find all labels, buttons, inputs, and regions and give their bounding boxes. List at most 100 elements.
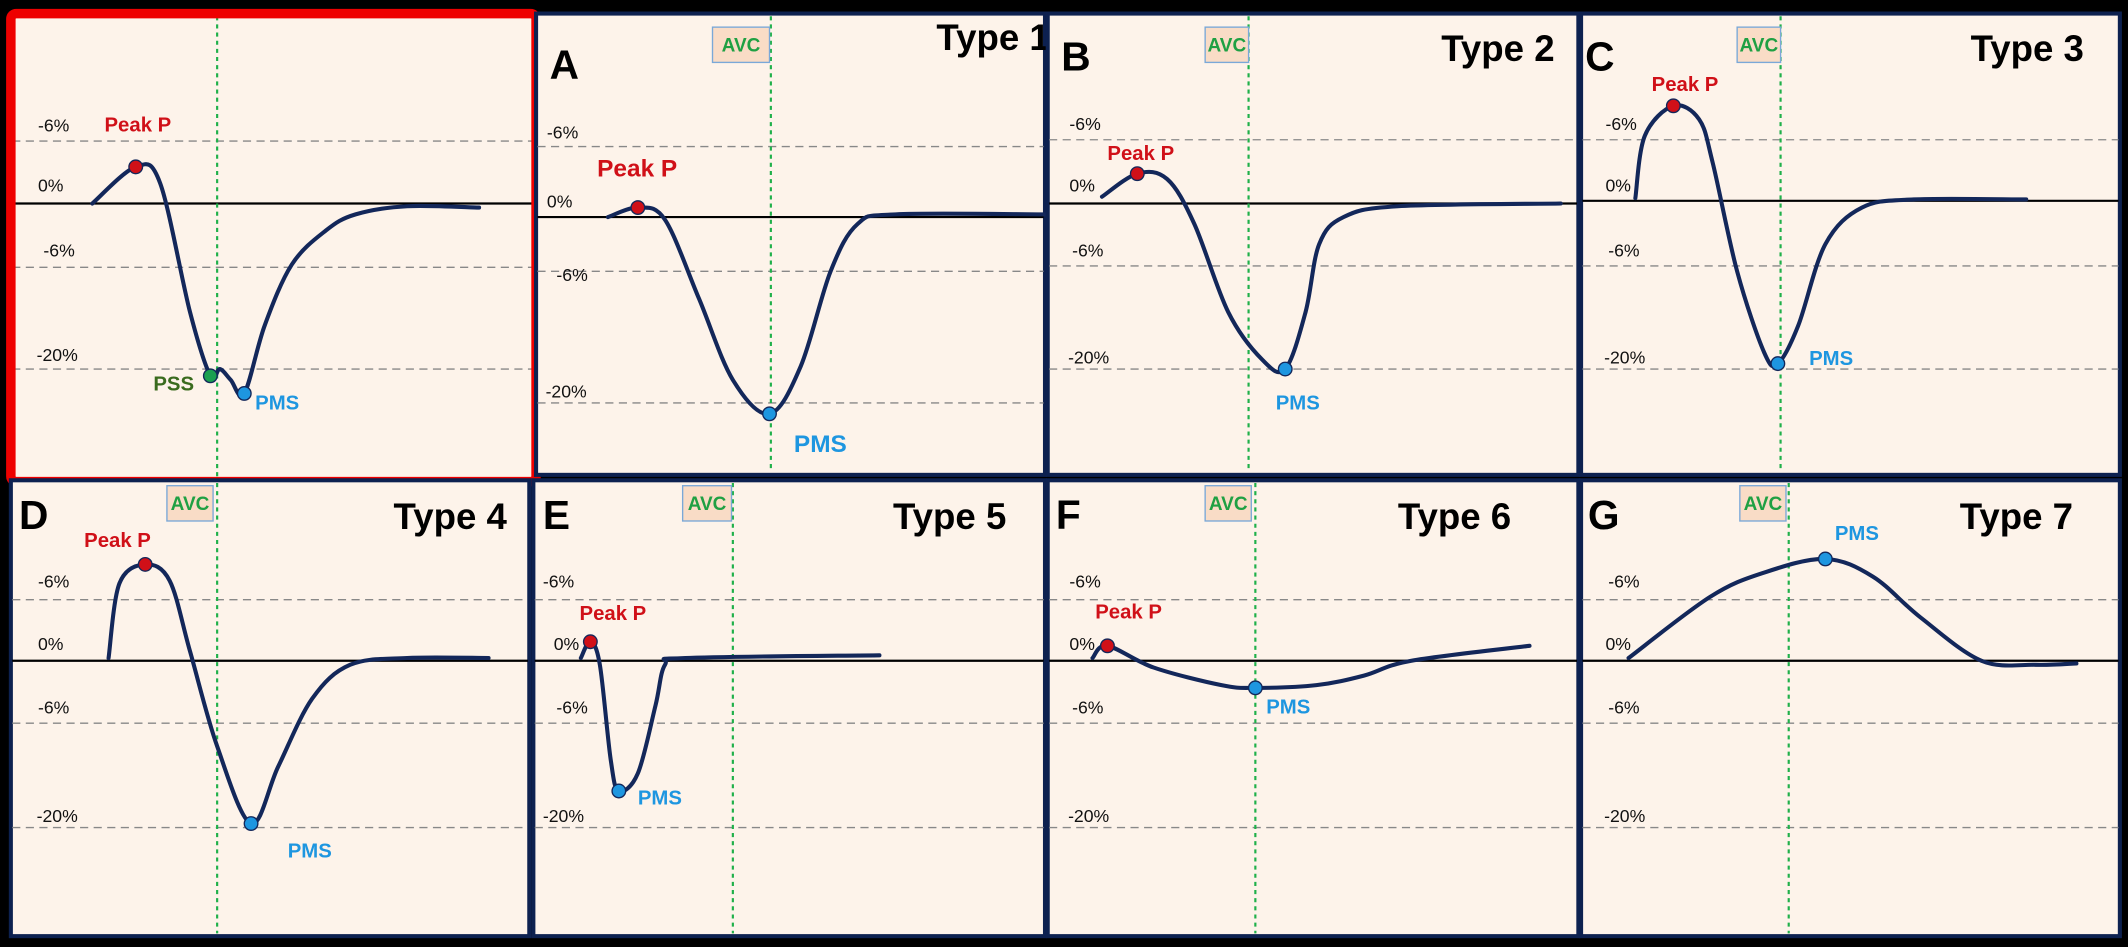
strain-curve bbox=[578, 639, 882, 794]
avc-label-box bbox=[1204, 26, 1250, 64]
tick-label: -20% bbox=[546, 382, 587, 402]
avc-label-box bbox=[681, 485, 733, 522]
strain-curve bbox=[1626, 556, 2079, 668]
tick-label: 0% bbox=[38, 634, 64, 654]
panel-letter: B bbox=[1061, 34, 1090, 80]
pms-marker bbox=[1247, 680, 1263, 696]
pms-label: PMS bbox=[1266, 697, 1310, 719]
pms-label: PMS bbox=[794, 431, 847, 458]
tick-label: -6% bbox=[38, 571, 70, 591]
tick-label: 0% bbox=[38, 175, 64, 195]
panel-frame bbox=[1045, 11, 1581, 477]
panel-frame bbox=[531, 478, 1048, 939]
peak-p-marker bbox=[582, 634, 598, 650]
avc-label-box bbox=[1736, 26, 1782, 64]
pms-marker bbox=[1770, 356, 1786, 372]
avc-label-box bbox=[711, 26, 771, 64]
tick-label: -6% bbox=[1072, 698, 1104, 718]
tick-label: 0% bbox=[547, 192, 573, 212]
panel-type-title: Type 4 bbox=[394, 496, 508, 537]
tick-label: -6% bbox=[1608, 240, 1640, 260]
panel-e: -6% 0% -6% -20% AVC E Type 5 Peak P PMS bbox=[531, 478, 1048, 939]
tick-label: -6% bbox=[1608, 571, 1640, 591]
tick-label: 0% bbox=[554, 634, 580, 654]
pms-label: PMS bbox=[255, 393, 299, 415]
avc-label: AVC bbox=[171, 494, 210, 515]
avc-label-box bbox=[1204, 485, 1252, 522]
tick-label: -6% bbox=[1608, 698, 1640, 718]
panel-type-title: Type 6 bbox=[1398, 496, 1511, 537]
peak-p-marker bbox=[630, 200, 646, 216]
panel-type-title: Type 3 bbox=[1971, 28, 2084, 69]
panel-frame bbox=[534, 11, 1048, 477]
panel-letter: F bbox=[1056, 492, 1081, 538]
tick-label: -6% bbox=[547, 122, 579, 142]
avc-label: AVC bbox=[1208, 36, 1247, 57]
peak-p-marker bbox=[1099, 638, 1115, 654]
panel-frame bbox=[8, 478, 532, 939]
peak-p-marker bbox=[137, 556, 153, 572]
panel-frame bbox=[1579, 11, 2122, 477]
panel-frame bbox=[1579, 478, 2122, 939]
panel-type-title: Type 1 bbox=[936, 17, 1049, 58]
tick-label: -20% bbox=[37, 806, 78, 826]
pss-label: PSS bbox=[153, 374, 194, 396]
panel-letter: G bbox=[1588, 492, 1620, 538]
pss-marker bbox=[202, 368, 218, 384]
pms-label: PMS bbox=[1809, 348, 1853, 370]
panel-letter: E bbox=[543, 492, 570, 538]
peak-p-marker bbox=[1129, 166, 1145, 182]
strain-curve bbox=[90, 162, 482, 398]
panel-d: -6% 0% -6% -20% AVC D Type 4 Peak P PMS bbox=[8, 478, 532, 939]
tick-label: 0% bbox=[1069, 175, 1095, 195]
panel-letter: A bbox=[550, 42, 579, 88]
peak-p-label: Peak P bbox=[1095, 602, 1162, 624]
pms-marker bbox=[762, 406, 777, 422]
pms-marker bbox=[1277, 361, 1293, 377]
panel-letter: D bbox=[19, 492, 48, 538]
tick-label: -6% bbox=[1069, 114, 1101, 134]
tick-label: -20% bbox=[543, 806, 584, 826]
tick-label: -6% bbox=[38, 116, 70, 136]
peak-p-label: Peak P bbox=[105, 115, 172, 137]
panel-type-title: Type 5 bbox=[893, 496, 1006, 537]
avc-label: AVC bbox=[1744, 494, 1783, 515]
tick-label: -6% bbox=[543, 571, 575, 591]
avc-label: AVC bbox=[1740, 36, 1779, 57]
tick-label: -6% bbox=[1072, 240, 1104, 260]
peak-p-label: Peak P bbox=[597, 155, 677, 182]
pms-marker bbox=[243, 816, 259, 831]
tick-label: -6% bbox=[1069, 571, 1101, 591]
peak-p-label: Peak P bbox=[580, 603, 647, 625]
pms-label: PMS bbox=[638, 788, 682, 810]
tick-label: -6% bbox=[1606, 114, 1638, 134]
avc-label-box bbox=[166, 485, 214, 522]
tick-label: -6% bbox=[556, 265, 588, 285]
tick-label: -20% bbox=[1068, 348, 1109, 368]
peak-p-marker bbox=[1665, 98, 1681, 114]
tick-label: -20% bbox=[1068, 806, 1109, 826]
pms-label: PMS bbox=[1835, 523, 1879, 545]
panel-g: -6% 0% -6% -20% AVC G Type 7 PMS bbox=[1579, 478, 2122, 939]
pms-marker bbox=[236, 385, 252, 401]
tick-label: 0% bbox=[1606, 175, 1632, 195]
pms-marker bbox=[1817, 551, 1833, 567]
panel-type-title: Type 2 bbox=[1441, 28, 1554, 69]
panel-c: -6% 0% -6% -20% AVC C Type 3 Peak P PMS bbox=[1579, 11, 2122, 477]
panel-f: -6% 0% -6% -20% AVC F Type 6 Peak P PMS bbox=[1045, 478, 1581, 939]
panel-type-title: Type 7 bbox=[1960, 496, 2073, 537]
panel-b: -6% 0% -6% -20% AVC B Type 2 Peak P PMS bbox=[1045, 11, 1581, 477]
tick-label: -6% bbox=[556, 698, 588, 718]
peak-p-label: Peak P bbox=[84, 530, 151, 552]
pms-label: PMS bbox=[1276, 393, 1320, 415]
tick-label: -20% bbox=[37, 345, 78, 365]
avc-label: AVC bbox=[722, 36, 761, 57]
panel-a: -6% 0% -6% -20% AVC A Type 1 Peak P PMS bbox=[534, 11, 1050, 477]
peak-p-marker bbox=[128, 159, 144, 175]
panel-frame bbox=[8, 11, 539, 484]
tick-label: -20% bbox=[1604, 806, 1645, 826]
panel-letter: C bbox=[1585, 34, 1614, 80]
pms-marker bbox=[611, 783, 627, 799]
peak-p-label: Peak P bbox=[1107, 143, 1174, 165]
